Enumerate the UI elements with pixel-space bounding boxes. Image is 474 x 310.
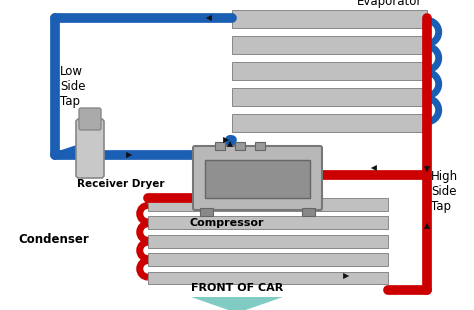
Text: FRONT OF CAR: FRONT OF CAR [191, 283, 283, 293]
Bar [205, 160, 310, 198]
Bar [232, 36, 427, 54]
Text: Low
Side
Tap: Low Side Tap [60, 65, 85, 108]
Bar [232, 62, 427, 80]
Bar [232, 10, 427, 28]
Polygon shape [191, 297, 283, 310]
Bar [148, 253, 388, 266]
Bar [200, 208, 213, 216]
Bar [302, 208, 315, 216]
Bar [148, 272, 388, 285]
Bar [255, 142, 265, 150]
FancyBboxPatch shape [76, 119, 104, 178]
Bar [235, 142, 245, 150]
Bar [148, 198, 388, 211]
Text: Condenser: Condenser [18, 233, 89, 246]
Text: Orifice Tube: Orifice Tube [250, 160, 320, 172]
Bar [232, 88, 427, 106]
Bar [232, 114, 427, 132]
Text: Evaporator: Evaporator [357, 0, 422, 8]
Bar [148, 216, 388, 229]
Bar [148, 235, 388, 248]
Text: High
Side
Tap: High Side Tap [431, 170, 458, 213]
Text: Compressor: Compressor [190, 218, 264, 228]
Bar [215, 142, 225, 150]
Text: Receiver Dryer: Receiver Dryer [77, 179, 164, 189]
FancyBboxPatch shape [79, 108, 101, 130]
FancyBboxPatch shape [193, 146, 322, 210]
